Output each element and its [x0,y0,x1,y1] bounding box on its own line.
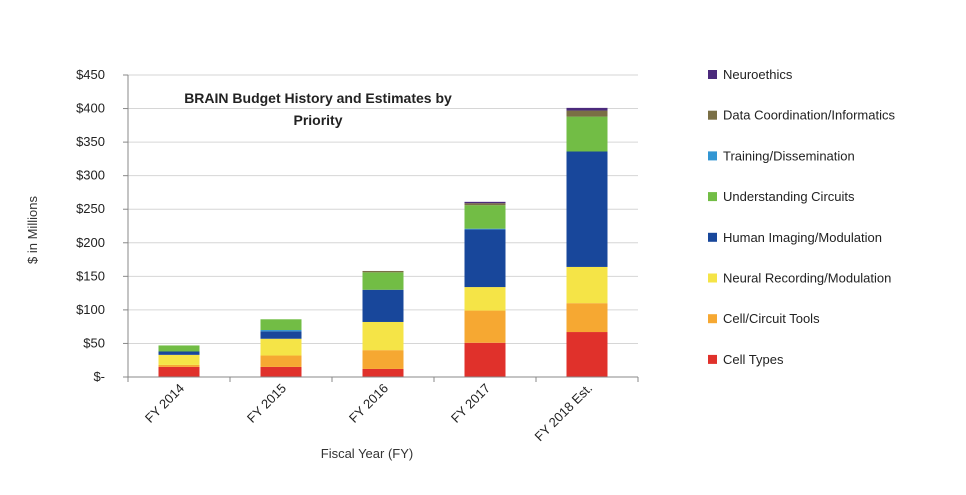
legend-label: Cell/Circuit Tools [723,311,820,326]
bar-segment [464,287,506,311]
legend-label: Human Imaging/Modulation [723,230,882,245]
legend-label: Neural Recording/Modulation [723,271,891,286]
bar-segment [464,205,506,229]
bar-segment [566,303,608,333]
legend-label: Neuroethics [723,67,793,82]
bar-segment [464,229,506,288]
bar-segment [464,201,506,204]
x-tick-label: FY 2018 Est. [532,381,596,445]
bar-segment [260,338,302,356]
bar-segment [158,366,200,377]
bar-segment [362,272,404,290]
bar-segment [566,116,608,152]
bar-segment [566,332,608,377]
y-tick-label: $- [93,369,105,384]
y-tick-label: $300 [76,168,105,183]
bar-segment [260,355,302,367]
bar-segment [566,151,608,267]
bar-segment [464,228,506,230]
legend-label: Understanding Circuits [723,189,855,204]
bar-segment [362,289,404,322]
bar-segment [158,345,200,352]
axes: $- $50 $100 $150 $200 $250 $300 $350 $400 $450 FY … [76,67,639,445]
legend-swatch [708,314,717,324]
x-tick-label: FY 2015 [244,381,289,426]
bar-segment [158,351,200,355]
bar-segment [260,319,302,331]
y-tick-label: $250 [76,201,105,216]
bar-segment [260,330,302,332]
bar-segment [566,110,608,117]
bar-segment [260,366,302,377]
bar-segment [158,354,200,365]
bar-segment [464,310,506,343]
legend-label: Data Coordination/Informatics [723,108,895,123]
y-tick-label: $100 [76,302,105,317]
y-tick-label: $400 [76,101,105,116]
bar-segment [566,107,608,111]
legend-swatch [708,232,717,242]
bar-segment [362,321,404,351]
bar-segment [464,342,506,377]
bar-segment [260,331,302,339]
bar-segment [362,270,404,273]
y-tick-label: $450 [76,67,105,82]
x-tick-label: FY 2017 [448,381,493,426]
legend-swatch [708,354,717,364]
y-tick-label: $350 [76,134,105,149]
bar-segment [566,266,608,304]
legend-swatch [708,273,717,283]
x-axis-title: Fiscal Year (FY) [321,446,413,461]
gridlines [128,74,638,344]
bars [158,107,608,377]
y-tick-label: $50 [83,335,105,350]
x-tick-label: FY 2016 [346,381,391,426]
bar-segment [362,368,404,377]
y-axis-title: $ in Millions [25,196,40,264]
legend-swatch [708,110,717,120]
legend: Neuroethics Data Coordination/Informatics… [708,67,895,367]
chart-title-line-2: Priority [293,112,342,128]
bar-segment [464,203,506,206]
y-tick-label: $150 [76,268,105,283]
legend-swatch [708,70,717,79]
y-tick-label: $200 [76,235,105,250]
x-tick-label: FY 2014 [142,381,187,426]
bar-segment [158,364,200,367]
legend-swatch [708,192,717,202]
legend-swatch [708,151,717,161]
bar-segment [362,350,404,369]
legend-label: Cell Types [723,352,784,367]
legend-label: Training/Dissemination [723,148,855,163]
chart-title-line-1: BRAIN Budget History and Estimates by [184,90,452,106]
